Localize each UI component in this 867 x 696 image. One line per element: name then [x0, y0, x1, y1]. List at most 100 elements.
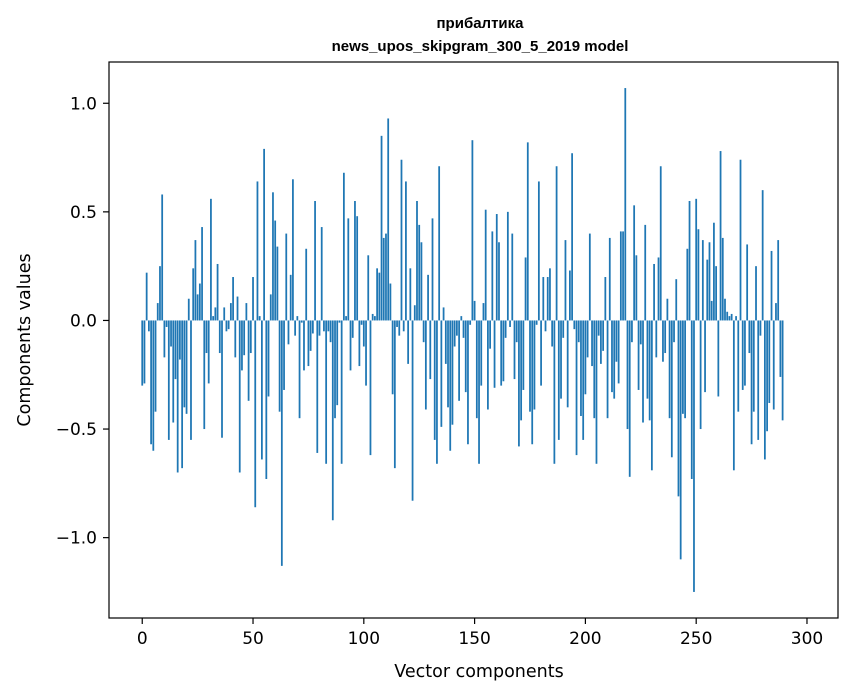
bar — [318, 320, 321, 336]
bar — [369, 320, 372, 456]
bar — [775, 303, 777, 321]
bar — [203, 320, 206, 430]
bar — [274, 220, 277, 321]
bar — [223, 307, 226, 321]
x-tick-label: 300 — [791, 629, 823, 649]
bar — [600, 320, 602, 364]
bar — [340, 320, 343, 464]
bar — [154, 320, 157, 412]
bar — [633, 205, 636, 321]
bar — [181, 320, 184, 469]
bar — [708, 242, 711, 321]
bar — [544, 320, 547, 332]
bar — [252, 277, 254, 321]
bar — [225, 320, 228, 332]
bar — [566, 320, 569, 408]
bar — [216, 263, 219, 321]
bar — [214, 307, 217, 321]
bar — [524, 257, 527, 321]
bar — [615, 320, 618, 362]
bar — [690, 320, 693, 479]
bar — [254, 320, 257, 508]
bar — [549, 268, 551, 321]
bar — [163, 320, 166, 358]
bar — [314, 201, 316, 321]
x-tick-label: 100 — [348, 629, 380, 649]
bar — [382, 237, 385, 321]
bar — [752, 320, 755, 412]
bar — [413, 305, 416, 321]
bar — [234, 320, 237, 358]
bar — [537, 181, 540, 321]
bar — [150, 320, 152, 445]
bar — [438, 166, 441, 321]
bar — [347, 218, 350, 321]
bar — [338, 320, 341, 323]
bar — [360, 320, 363, 325]
bar — [433, 320, 436, 440]
bar — [719, 151, 722, 321]
bar — [522, 320, 525, 390]
bar — [515, 320, 518, 343]
bar — [393, 320, 396, 469]
bar — [777, 240, 780, 321]
bar — [626, 320, 629, 430]
bar — [354, 201, 356, 321]
bar — [451, 320, 454, 425]
bar — [152, 320, 155, 451]
bar — [300, 320, 303, 323]
bar — [748, 320, 751, 354]
bar — [416, 201, 418, 321]
bar — [187, 298, 190, 321]
bar — [207, 320, 210, 384]
bar — [732, 320, 735, 471]
bar — [562, 320, 565, 338]
bar — [577, 320, 580, 343]
bar — [551, 320, 554, 347]
bar — [179, 320, 181, 360]
bar — [422, 320, 425, 343]
bar — [511, 233, 514, 321]
bar — [500, 320, 503, 386]
bar — [365, 320, 367, 386]
bar — [420, 242, 423, 321]
bar — [418, 224, 421, 321]
bar — [351, 320, 354, 338]
bar — [320, 227, 323, 321]
bar — [292, 179, 294, 321]
bar — [194, 240, 197, 321]
y-tick-label: 0.5 — [70, 203, 97, 223]
x-tick-label: 0 — [137, 629, 148, 649]
bar — [710, 300, 713, 321]
bar — [429, 320, 432, 380]
bar — [699, 320, 702, 430]
bar — [560, 320, 562, 399]
bar — [595, 320, 598, 464]
bar — [402, 320, 405, 332]
bar — [462, 320, 465, 338]
x-axis-label: Vector components — [394, 662, 563, 682]
bar — [617, 320, 620, 384]
bar — [713, 222, 715, 321]
bar — [159, 266, 161, 321]
bar — [192, 268, 195, 321]
bar — [409, 268, 412, 321]
x-tick-label: 250 — [680, 629, 712, 649]
bar — [256, 181, 259, 321]
bar — [755, 266, 757, 321]
bar — [285, 233, 288, 321]
bar — [327, 320, 330, 332]
bar — [504, 320, 507, 338]
bar-series — [141, 88, 784, 592]
bar — [272, 192, 274, 321]
bar — [487, 320, 489, 410]
bar — [296, 316, 299, 321]
bar — [555, 166, 558, 321]
bar — [405, 181, 407, 321]
bar — [484, 209, 487, 321]
bar — [744, 320, 746, 386]
bar — [509, 320, 511, 327]
bar — [679, 320, 682, 560]
bar — [772, 320, 775, 410]
bar — [546, 277, 549, 321]
